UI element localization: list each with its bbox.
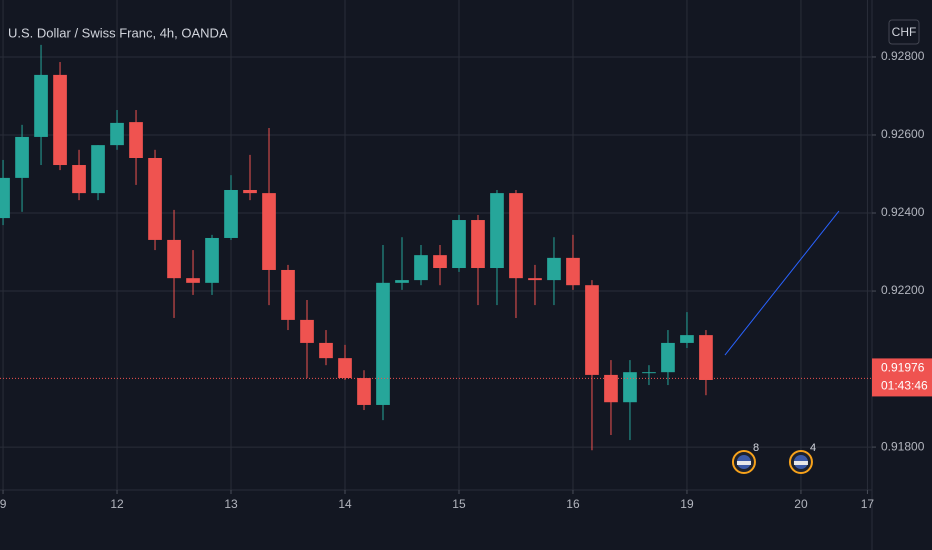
candle-body [547, 257, 561, 281]
candle-body [262, 193, 276, 270]
y-tick-label: 0.92400 [881, 205, 925, 219]
x-tick-label: 17 [861, 497, 875, 511]
chart-title: U.S. Dollar / Swiss Franc, 4h, OANDA [8, 25, 228, 40]
candle-body [224, 189, 238, 238]
x-tick-label: 20 [794, 497, 808, 511]
candle-body [566, 257, 580, 286]
currency-button[interactable] [888, 19, 920, 45]
candle-body [110, 122, 124, 146]
candle-body [338, 358, 352, 379]
currency-label[interactable]: CHF [892, 25, 917, 39]
candle-body [167, 239, 181, 279]
candle-body [680, 335, 694, 343]
candle-body [319, 342, 333, 359]
candle-body [72, 165, 86, 194]
candle-body [205, 237, 219, 283]
x-tick-label: 15 [452, 497, 466, 511]
candle-body [642, 372, 656, 374]
event-count: 8 [753, 442, 759, 454]
y-tick-label: 0.92800 [881, 49, 925, 63]
candle-body [376, 282, 390, 405]
candle-body [357, 378, 371, 405]
last-price-box [872, 358, 932, 397]
x-tick-label: 14 [338, 497, 352, 511]
candle-body [15, 136, 29, 178]
candle-body [414, 255, 428, 281]
candle-body [604, 374, 618, 403]
candle-body [148, 158, 162, 240]
x-tick-label: 9 [0, 497, 7, 511]
candle-body [528, 278, 542, 281]
candle-body [300, 319, 314, 343]
candle-body [186, 278, 200, 283]
candle-body [91, 145, 105, 194]
event-count: 4 [810, 442, 816, 454]
candle-body [0, 177, 10, 219]
candle-body [661, 342, 675, 373]
x-tick-label: 12 [110, 497, 124, 511]
candle-body [509, 193, 523, 279]
candle-body [471, 220, 485, 269]
candle-body [490, 193, 504, 269]
candle-body [243, 189, 257, 194]
x-tick-label: 19 [680, 497, 694, 511]
x-tick-label: 13 [224, 497, 238, 511]
candle-body [452, 220, 466, 269]
last-price-label: 0.91976 [881, 361, 925, 375]
x-tick-label: 16 [566, 497, 580, 511]
event-flag-stripes [736, 461, 751, 465]
candle-body [433, 255, 447, 269]
y-tick-label: 0.92600 [881, 127, 925, 141]
event-flag-stripes [793, 461, 808, 465]
trend-line [724, 210, 840, 356]
candle-body [623, 372, 637, 403]
y-tick-label: 0.92200 [881, 283, 925, 297]
y-tick-label: 0.91800 [881, 439, 925, 453]
candle-body [699, 335, 713, 380]
candle-body [53, 74, 67, 166]
countdown-label: 01:43:46 [881, 379, 928, 393]
candle-body [585, 285, 599, 375]
candle-body [281, 269, 295, 320]
candle-body [395, 280, 409, 283]
candle-body [129, 122, 143, 159]
candle-body [34, 74, 48, 137]
